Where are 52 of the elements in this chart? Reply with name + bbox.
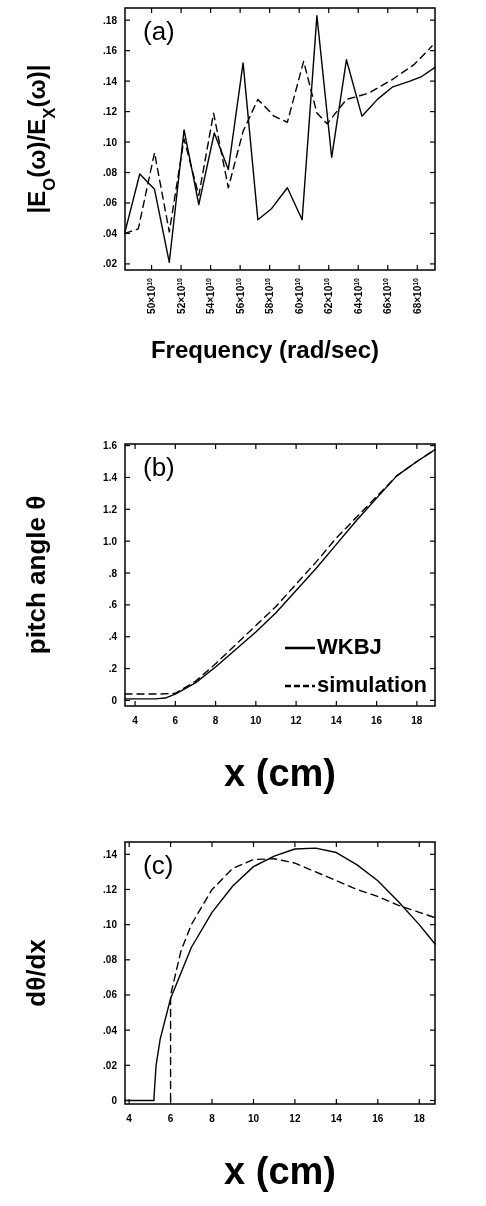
y-tick-label: 0 — [111, 1094, 118, 1106]
y-tick-label: .10 — [103, 136, 118, 148]
y-tick-label: .04 — [103, 1024, 118, 1036]
y-tick-label: 1.6 — [103, 440, 118, 452]
annotation: (c) — [143, 850, 174, 880]
x-tick-label: 12 — [290, 715, 303, 726]
x-axis-title: x (cm) — [224, 752, 336, 794]
x-tick-label: 4 — [126, 1113, 133, 1124]
legend-label: simulation — [317, 672, 428, 697]
y-tick-label: .04 — [103, 227, 118, 239]
x-tick-label: 6 — [172, 715, 179, 726]
x-tick-label: 14 — [330, 715, 343, 726]
x-tick-label: 10 — [247, 1113, 260, 1124]
y-tick-label: .8 — [108, 567, 118, 579]
x-tick-label: 18 — [413, 1113, 426, 1124]
y-tick-label: .12 — [103, 106, 118, 118]
y-tick-label: .02 — [103, 258, 118, 270]
x-tick-label: 6 — [167, 1113, 174, 1124]
x-tick-label: 12 — [289, 1113, 301, 1124]
y-tick-label: .18 — [103, 14, 118, 26]
legend-label: WKBJ — [317, 634, 382, 659]
y-tick-label: .08 — [103, 954, 118, 966]
y-tick-label: 1.0 — [103, 535, 118, 547]
y-tick-label: 1.4 — [103, 471, 118, 483]
x-tick-label: 14 — [330, 1113, 343, 1124]
y-axis-title: pitch angle θ — [21, 495, 51, 655]
y-tick-label: .6 — [108, 599, 118, 611]
x-tick-label: 8 — [209, 1113, 216, 1124]
y-axis-title: dθ/dx — [21, 938, 51, 1007]
x-tick-label: 10 — [250, 715, 262, 726]
y-tick-label: .10 — [103, 919, 118, 931]
y-tick-label: .2 — [108, 663, 118, 675]
x-tick-label: 4 — [132, 715, 139, 726]
y-tick-label: 1.2 — [103, 503, 118, 515]
y-tick-label: .14 — [103, 848, 118, 860]
annotation: (a) — [143, 16, 175, 46]
x-axis-title: x (cm) — [224, 1150, 336, 1192]
x-tick-label: 16 — [372, 1113, 384, 1124]
x-axis-title: Frequency (rad/sec) — [150, 336, 380, 363]
annotation: (b) — [143, 452, 175, 482]
y-tick-label: .16 — [103, 45, 118, 57]
y-tick-label: .02 — [103, 1059, 118, 1071]
x-tick-label: 16 — [371, 715, 383, 726]
y-tick-label: 0 — [111, 694, 118, 706]
y-tick-label: .14 — [103, 75, 118, 87]
y-tick-label: .08 — [103, 167, 118, 179]
x-tick-label: 18 — [411, 715, 423, 726]
y-tick-label: .4 — [108, 631, 118, 643]
y-tick-label: .06 — [103, 197, 118, 209]
x-tick-label: 8 — [212, 715, 219, 726]
y-tick-label: .06 — [103, 989, 118, 1001]
y-tick-label: .12 — [103, 883, 118, 895]
